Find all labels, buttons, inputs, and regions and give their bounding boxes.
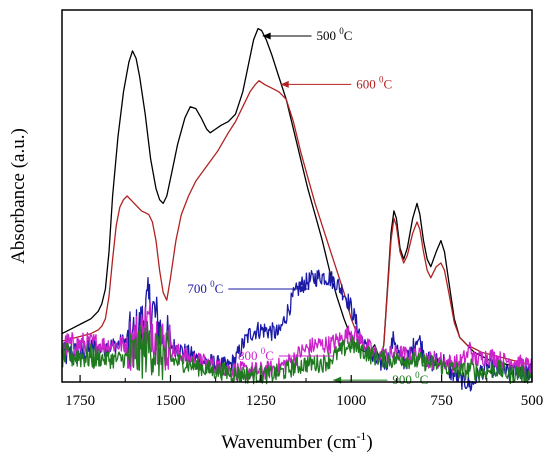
x-axis-label-superscript: -1 (356, 429, 366, 443)
annotation-label-3: 700 0C (187, 279, 223, 296)
x-tick-label-3: 1250 (246, 393, 276, 409)
annotation-arrowhead-1 (262, 32, 271, 40)
x-axis-ticks: 1750 1500 1250 1000 750 500 (65, 375, 543, 409)
x-tick-label-6: 500 (521, 393, 544, 409)
y-axis-label: Absorbance (a.u.) (8, 128, 29, 264)
x-axis-label: Wavenumber (cm-1) (221, 429, 372, 453)
annotation-arrowhead-2 (280, 80, 289, 88)
x-tick-label-1: 1750 (65, 393, 95, 409)
annotation-label-5: 900 0C (392, 370, 428, 387)
series-line-2 (61, 80, 533, 366)
plot-frame (61, 9, 533, 383)
series-line-1 (61, 27, 533, 372)
x-axis-label-close: ) (366, 432, 372, 453)
plot-area (61, 27, 533, 392)
annotation-label-4: 800 0C (238, 346, 274, 363)
x-tick-label-4: 1000 (336, 393, 366, 409)
series-line-3 (61, 269, 533, 392)
annotation-layer: 500 0C 600 0C 700 0C 800 0C 900 0C (187, 26, 428, 387)
x-axis-label-text: Wavenumber (cm (221, 432, 356, 453)
annotation-label-2: 600 0C (356, 74, 392, 91)
annotation-label-1: 500 0C (316, 26, 352, 43)
x-tick-label-5: 750 (430, 393, 453, 409)
series-line-5 (61, 320, 533, 385)
annotation-arrowhead-3 (299, 285, 308, 293)
x-tick-label-2: 1500 (155, 393, 185, 409)
